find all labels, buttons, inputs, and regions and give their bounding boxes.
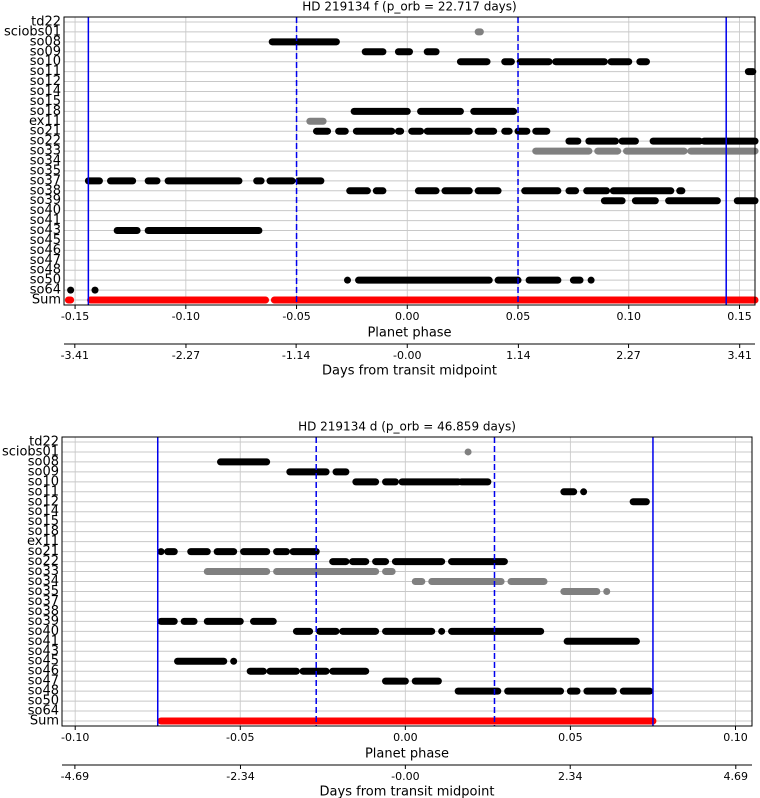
- row-label: so34: [28, 574, 59, 589]
- x-tick-label: -0.10: [61, 731, 89, 744]
- row-label: so35: [28, 584, 59, 599]
- chart-title: HD 219134 f (p_orb = 22.717 days): [302, 0, 516, 14]
- row-label: so47: [28, 674, 59, 689]
- row-label: so39: [30, 193, 61, 208]
- row-label: so40: [30, 203, 61, 218]
- row-label: so41: [30, 213, 61, 228]
- row-label: so48: [30, 263, 61, 278]
- row-label: so10: [30, 54, 61, 69]
- row-label: so38: [30, 183, 61, 198]
- x2-tick-label: -0.00: [393, 349, 421, 362]
- x-tick-label: 0.10: [617, 310, 642, 323]
- row-label: so14: [30, 84, 61, 99]
- x2-tick-label: -0.00: [391, 770, 419, 783]
- row-label: so18: [30, 104, 61, 119]
- row-label: so38: [28, 604, 59, 619]
- row-label: ex11: [27, 534, 59, 549]
- plot-frame: [61, 436, 753, 727]
- row-label: so48: [28, 684, 59, 699]
- row-label: so45: [30, 233, 61, 248]
- x-tick-label: 0.05: [506, 310, 531, 323]
- row-label: so15: [28, 514, 59, 529]
- row-label: so15: [30, 94, 61, 109]
- row-label: so37: [28, 594, 59, 609]
- row-label: so37: [30, 173, 61, 188]
- row-label: so10: [28, 474, 59, 489]
- row-label: so09: [28, 464, 59, 479]
- x2-tick-label: 1.14: [506, 349, 531, 362]
- x2-tick-label: -4.69: [61, 770, 89, 783]
- row-label: sciobs01: [4, 24, 61, 39]
- row-label: so64: [30, 283, 61, 298]
- row-label: sciobs01: [2, 444, 59, 459]
- row-label: Sum: [30, 714, 59, 729]
- row-label: so18: [28, 524, 59, 539]
- x-tick-label: 0.15: [727, 310, 752, 323]
- row-label: ex11: [29, 114, 61, 129]
- row-label: so47: [30, 253, 61, 268]
- x2-tick-label: -2.34: [226, 770, 254, 783]
- row-label: so14: [28, 504, 59, 519]
- row-label: so22: [28, 554, 59, 569]
- row-label: so45: [28, 654, 59, 669]
- row-label: so40: [28, 624, 59, 639]
- x-tick-label: 0.10: [723, 731, 748, 744]
- x2-tick-label: 4.69: [724, 770, 749, 783]
- x2-tick-label: 2.34: [558, 770, 583, 783]
- x-tick-label: -0.05: [226, 731, 254, 744]
- row-label: so08: [30, 34, 61, 49]
- x2-tick-label: -2.27: [172, 349, 200, 362]
- x-tick-label: -0.15: [61, 310, 89, 323]
- row-label: Sum: [32, 293, 61, 308]
- x-tick-label: 0.00: [393, 731, 418, 744]
- x-axis-label: Planet phase: [367, 326, 451, 341]
- row-label: so09: [30, 44, 61, 59]
- row-label: so12: [28, 494, 59, 509]
- row-label: so12: [30, 74, 61, 89]
- row-label: so41: [28, 634, 59, 649]
- row-label: so46: [30, 243, 61, 258]
- row-label: so22: [30, 134, 61, 149]
- row-label: so39: [28, 614, 59, 629]
- row-label: so46: [28, 664, 59, 679]
- row-label: so43: [30, 223, 61, 238]
- row-label: so34: [30, 154, 61, 169]
- row-label: so50: [30, 273, 61, 288]
- x2-axis-label: Days from transit midpoint: [320, 785, 495, 798]
- row-label: so33: [30, 144, 61, 159]
- row-label: so43: [28, 644, 59, 659]
- x-tick-label: -0.10: [172, 310, 200, 323]
- row-label: so33: [28, 564, 59, 579]
- plot-frame: [63, 16, 756, 306]
- row-label: td22: [31, 14, 61, 29]
- x2-tick-label: -1.14: [282, 349, 310, 362]
- x2-tick-label: 3.41: [727, 349, 752, 362]
- x-tick-label: -0.05: [282, 310, 310, 323]
- x2-tick-label: -3.41: [61, 349, 89, 362]
- row-label: so64: [28, 704, 59, 719]
- row-label: so50: [28, 694, 59, 709]
- row-label: so11: [30, 64, 61, 79]
- x2-axis-label: Days from transit midpoint: [322, 364, 497, 379]
- x-tick-label: 0.05: [558, 731, 583, 744]
- row-label: so11: [28, 484, 59, 499]
- chart-title: HD 219134 d (p_orb = 46.859 days): [298, 420, 516, 434]
- row-label: so08: [28, 454, 59, 469]
- row-label: so35: [30, 163, 61, 178]
- x2-tick-label: 2.27: [616, 349, 641, 362]
- row-label: so21: [28, 544, 59, 559]
- row-label: so21: [30, 124, 61, 139]
- row-label: td22: [29, 434, 59, 449]
- x-axis-label: Planet phase: [365, 747, 449, 762]
- x-tick-label: 0.00: [395, 310, 420, 323]
